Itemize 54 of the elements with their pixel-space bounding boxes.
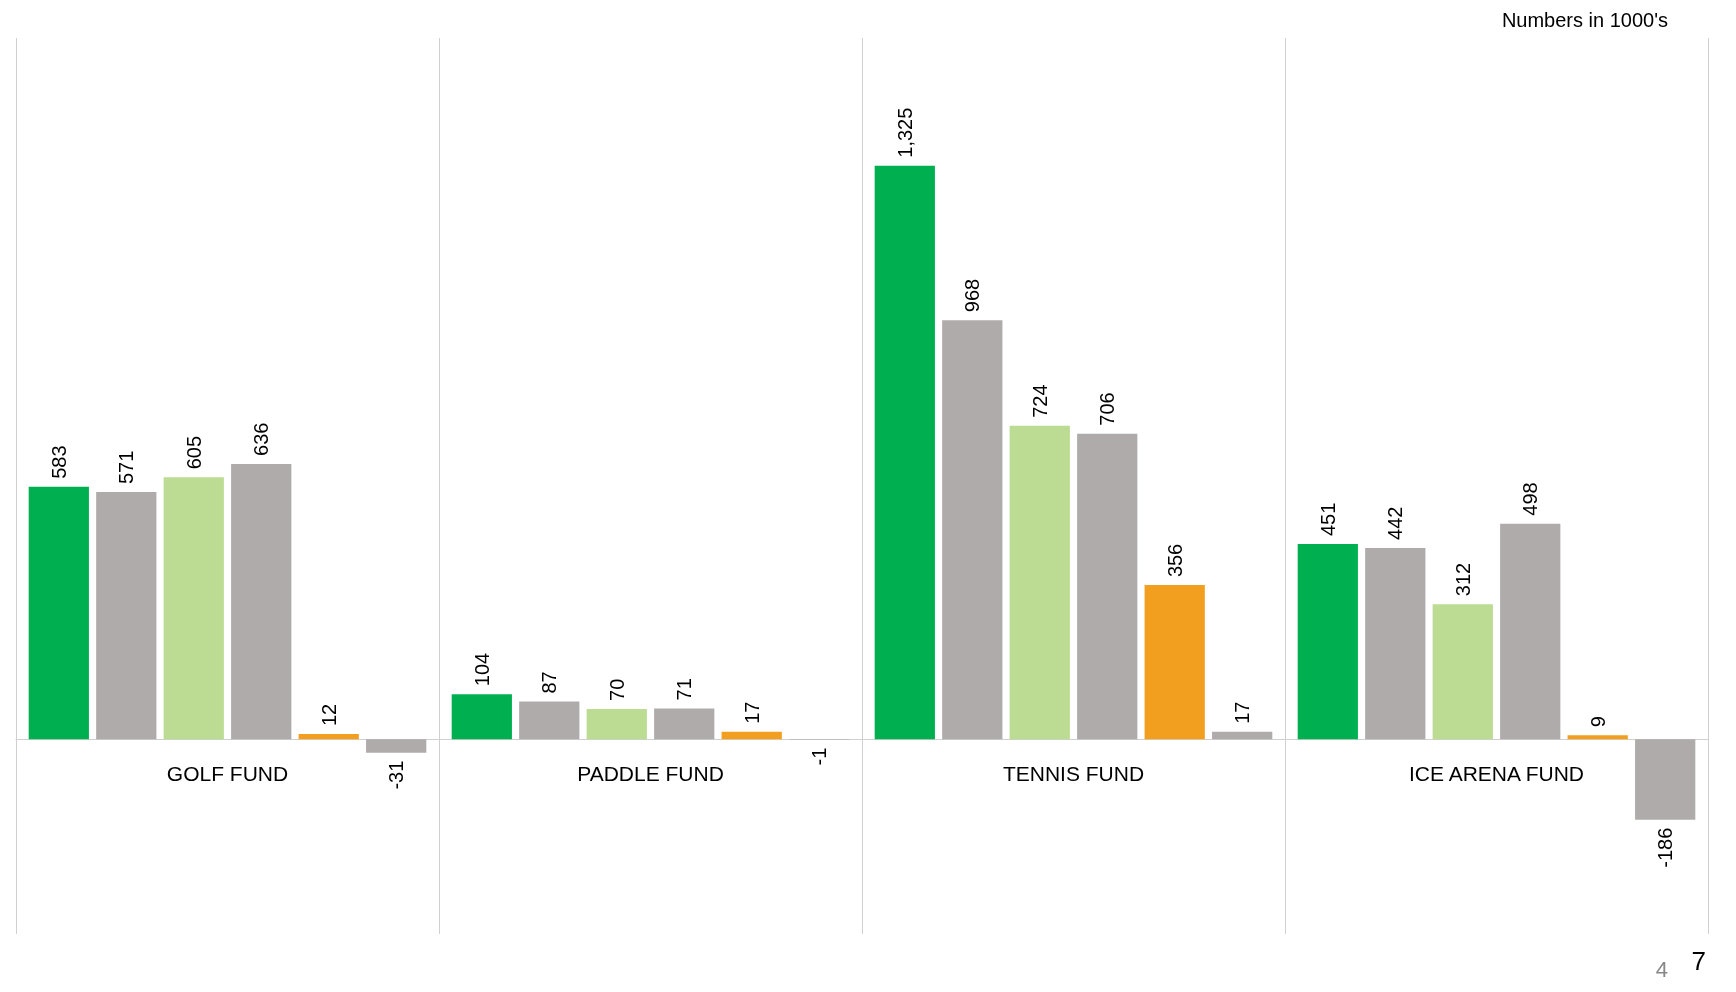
bar [1365, 547, 1426, 740]
bar [519, 701, 580, 740]
data-label: 706 [1096, 392, 1119, 426]
data-label: 70 [605, 678, 628, 701]
data-label: 724 [1028, 384, 1051, 418]
x-tick-label: ICE ARENA FUND [1408, 762, 1585, 786]
data-label: 17 [740, 701, 763, 724]
text: Numbers in 1000's [1501, 9, 1668, 31]
text: 7 [1691, 946, 1707, 976]
x-tick-label: PADDLE FUND [577, 762, 724, 786]
bar [1635, 739, 1696, 820]
bar [1500, 523, 1561, 740]
text: 4 [1655, 956, 1669, 982]
data-label: 583 [47, 445, 70, 479]
bar [1567, 735, 1628, 740]
bar [654, 708, 715, 740]
bar [1432, 604, 1493, 740]
data-label: 87 [538, 671, 561, 694]
data-label: 17 [1231, 701, 1254, 724]
data-label: 356 [1163, 543, 1186, 578]
data-label: 71 [673, 678, 696, 701]
x-tick-label: GOLF FUND [166, 762, 289, 786]
bar [1009, 425, 1070, 740]
bar [366, 739, 427, 753]
data-label: 451 [1316, 502, 1339, 536]
data-label: 636 [250, 422, 273, 456]
bar [874, 165, 935, 740]
bar [586, 708, 647, 740]
data-label: 1,325 [893, 107, 916, 158]
data-label: 104 [470, 652, 493, 687]
data-label: 605 [182, 435, 205, 470]
data-label: 968 [961, 278, 984, 313]
data-label: 442 [1384, 506, 1407, 540]
bar [942, 320, 1003, 740]
bar [1077, 433, 1138, 740]
bar [1144, 585, 1205, 740]
data-label: 498 [1519, 482, 1542, 516]
bar [1212, 731, 1273, 740]
bar [96, 492, 157, 740]
bar [451, 694, 512, 740]
bar [231, 463, 292, 740]
x-tick-label: TENNIS FUND [1002, 762, 1145, 786]
bar [1297, 544, 1358, 740]
bar [298, 734, 359, 740]
data-label: -1 [808, 747, 831, 766]
data-label: 9 [1586, 716, 1609, 728]
bar [721, 731, 782, 740]
data-label: -31 [385, 760, 408, 790]
data-label: 12 [317, 703, 340, 727]
data-label: 312 [1451, 562, 1474, 597]
bar [163, 477, 224, 740]
data-label: 571 [115, 450, 138, 485]
bar [28, 486, 89, 740]
data-label: -186 [1654, 827, 1677, 868]
